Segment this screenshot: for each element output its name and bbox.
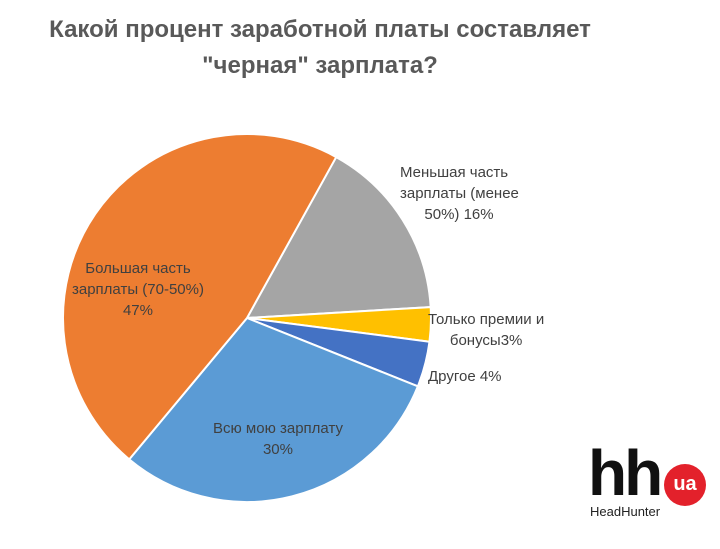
slice-label-larger-part: Большая часть зарплаты (70-50%) 47% <box>72 258 204 321</box>
slice-label-line: 50%) 16% <box>424 206 494 223</box>
slice-label-line: 47% <box>122 302 153 319</box>
slice-label-smaller-part: Меньшая часть зарплаты (менее 50%) 16% <box>400 162 519 225</box>
logo-name: HeadHunter <box>590 504 661 519</box>
slice-label-line: Другое 4% <box>428 368 502 385</box>
slice-label-line: Меньшая часть <box>400 164 509 181</box>
slice-label-whole-salary: Всю мою зарплату 30% <box>213 418 343 460</box>
slice-whole-salary <box>127 316 420 503</box>
chart-title-line-2: "черная" зарплата? <box>202 52 438 79</box>
slice-label-line: зарплаты (70-50%) <box>72 281 204 298</box>
logo-mark: hh <box>588 437 663 509</box>
slice-label-line: Всю мою зарплату <box>213 420 343 437</box>
pie-slices <box>62 133 432 503</box>
slice-label-line: бонусы3% <box>449 332 523 349</box>
slice-label-line: зарплаты (менее <box>400 185 519 202</box>
chart-title: Какой процент заработной платы составляе… <box>0 12 640 84</box>
slice-label-line: 30% <box>262 441 293 458</box>
headhunter-logo: hh ua HeadHunter <box>588 438 708 538</box>
slice-label-line: Только премии и <box>428 311 545 328</box>
logo-badge: ua <box>664 464 706 506</box>
slice-label-bonuses: Только премии и бонусы3% <box>428 309 544 351</box>
chart-title-line-1: Какой процент заработной платы составляе… <box>49 16 591 43</box>
slice-smaller-part <box>245 155 432 320</box>
slice-larger-part <box>62 133 338 461</box>
slice-label-other: Другое 4% <box>428 366 502 387</box>
slice-label-line: Большая часть <box>85 260 191 277</box>
